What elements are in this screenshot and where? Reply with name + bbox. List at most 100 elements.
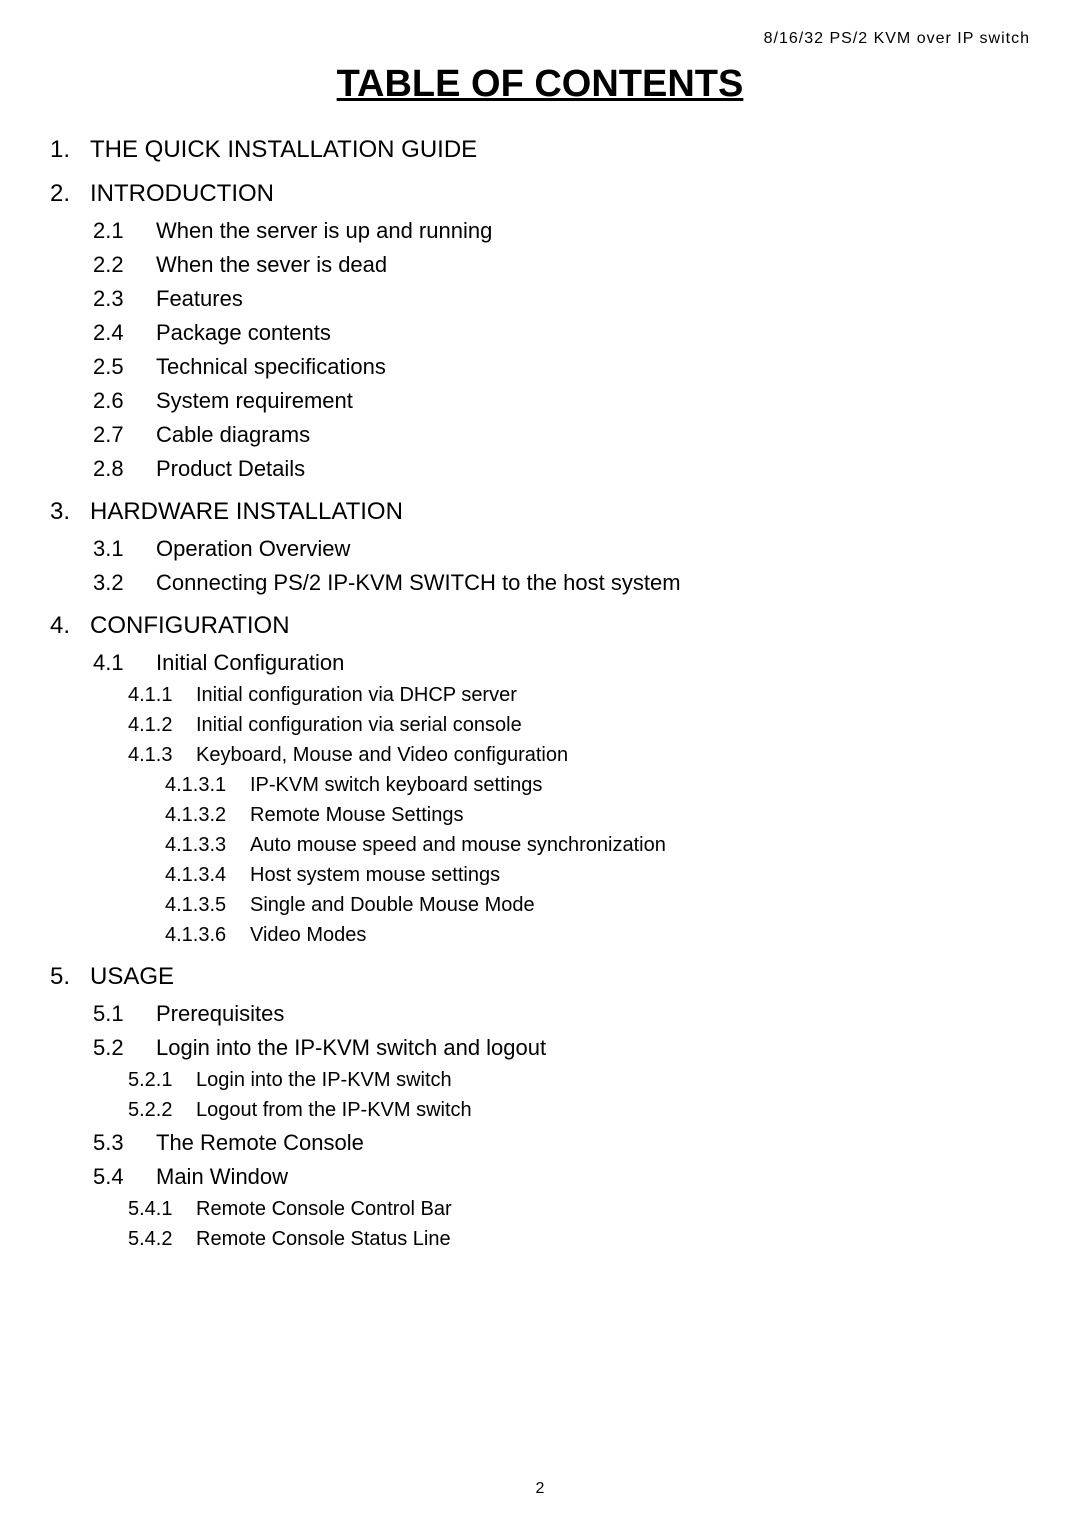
- toc-entry-number: 2.4: [93, 320, 156, 346]
- toc-entry: 2.5Technical specifications: [93, 354, 1030, 380]
- toc-entry-number: 4.1.3.5: [165, 894, 250, 917]
- toc-entry-number: 3.1: [93, 536, 156, 562]
- toc-entry: 3.HARDWARE INSTALLATION: [50, 498, 1030, 526]
- toc-entry-number: 4.1.3.6: [165, 924, 250, 947]
- toc-entry: 1.THE QUICK INSTALLATION GUIDE: [50, 136, 1030, 164]
- toc-entry-text: THE QUICK INSTALLATION GUIDE: [90, 136, 477, 164]
- toc-entry-text: Auto mouse speed and mouse synchronizati…: [250, 834, 666, 857]
- toc-entry-number: 2.: [50, 180, 90, 208]
- toc-entry-text: CONFIGURATION: [90, 612, 290, 640]
- toc-entry: 4.1.3Keyboard, Mouse and Video configura…: [128, 744, 1030, 767]
- toc-entry-text: Technical specifications: [156, 354, 386, 380]
- toc-entry: 2.INTRODUCTION: [50, 180, 1030, 208]
- toc-entry: 2.2When the sever is dead: [93, 252, 1030, 278]
- toc-entry-number: 4.1.3.3: [165, 834, 250, 857]
- toc-entry-text: Remote Mouse Settings: [250, 804, 463, 827]
- toc-entry-text: Operation Overview: [156, 536, 350, 562]
- toc-entry-number: 5.4.2: [128, 1228, 196, 1251]
- document-header: 8/16/32 PS/2 KVM over IP switch: [50, 30, 1030, 48]
- toc-entry-text: INTRODUCTION: [90, 180, 274, 208]
- toc-entry-number: 4.1.3.4: [165, 864, 250, 887]
- toc-entry: 3.1Operation Overview: [93, 536, 1030, 562]
- toc-entry-text: Login into the IP-KVM switch: [196, 1069, 452, 1092]
- toc-entry: 5.4Main Window: [93, 1164, 1030, 1190]
- toc-entry: 5.3The Remote Console: [93, 1130, 1030, 1156]
- toc-entry-text: Initial configuration via DHCP server: [196, 684, 517, 707]
- toc-entry-number: 2.7: [93, 422, 156, 448]
- toc-entry-number: 2.8: [93, 456, 156, 482]
- toc-entry: 2.1When the server is up and running: [93, 218, 1030, 244]
- toc-entry-number: 2.6: [93, 388, 156, 414]
- toc-entry-text: Connecting PS/2 IP-KVM SWITCH to the hos…: [156, 570, 681, 596]
- page-title: TABLE OF CONTENTS: [50, 63, 1030, 106]
- toc-entry: 5.USAGE: [50, 963, 1030, 991]
- toc-entry-text: Initial configuration via serial console: [196, 714, 522, 737]
- toc-entry-number: 4.1.3: [128, 744, 196, 767]
- toc-entry-text: Prerequisites: [156, 1001, 284, 1027]
- toc-entry-number: 2.3: [93, 286, 156, 312]
- toc-entry-number: 4.1.3.1: [165, 774, 250, 797]
- toc-container: 1.THE QUICK INSTALLATION GUIDE2.INTRODUC…: [50, 136, 1030, 1251]
- toc-entry-number: 3.: [50, 498, 90, 526]
- toc-entry-text: Product Details: [156, 456, 305, 482]
- toc-entry-number: 4.1.1: [128, 684, 196, 707]
- toc-entry: 5.2.2Logout from the IP-KVM switch: [128, 1099, 1030, 1122]
- page-number: 2: [0, 1480, 1080, 1498]
- toc-entry: 2.4Package contents: [93, 320, 1030, 346]
- toc-entry-text: HARDWARE INSTALLATION: [90, 498, 403, 526]
- toc-entry: 4.1.3.6Video Modes: [165, 924, 1030, 947]
- toc-entry-number: 5.2: [93, 1035, 156, 1061]
- toc-entry-number: 4.1.3.2: [165, 804, 250, 827]
- toc-entry-number: 4.1.2: [128, 714, 196, 737]
- toc-entry-number: 3.2: [93, 570, 156, 596]
- toc-entry: 5.2Login into the IP-KVM switch and logo…: [93, 1035, 1030, 1061]
- toc-entry: 4.CONFIGURATION: [50, 612, 1030, 640]
- toc-entry-number: 5.2.2: [128, 1099, 196, 1122]
- toc-entry-text: Host system mouse settings: [250, 864, 500, 887]
- toc-entry-text: When the server is up and running: [156, 218, 492, 244]
- toc-entry-number: 5.4.1: [128, 1198, 196, 1221]
- toc-entry-number: 5.3: [93, 1130, 156, 1156]
- toc-entry: 5.4.2Remote Console Status Line: [128, 1228, 1030, 1251]
- toc-entry: 4.1.3.4Host system mouse settings: [165, 864, 1030, 887]
- toc-entry-text: Cable diagrams: [156, 422, 310, 448]
- toc-entry-text: System requirement: [156, 388, 353, 414]
- toc-entry: 4.1.3.2Remote Mouse Settings: [165, 804, 1030, 827]
- toc-entry-number: 4.1: [93, 650, 156, 676]
- toc-entry-number: 1.: [50, 136, 90, 164]
- toc-entry-text: Keyboard, Mouse and Video configuration: [196, 744, 568, 767]
- toc-entry: 4.1.3.3Auto mouse speed and mouse synchr…: [165, 834, 1030, 857]
- toc-entry: 4.1Initial Configuration: [93, 650, 1030, 676]
- toc-entry-text: When the sever is dead: [156, 252, 387, 278]
- toc-entry: 4.1.3.1IP-KVM switch keyboard settings: [165, 774, 1030, 797]
- toc-entry: 4.1.2Initial configuration via serial co…: [128, 714, 1030, 737]
- toc-entry-number: 5.: [50, 963, 90, 991]
- toc-entry: 2.7Cable diagrams: [93, 422, 1030, 448]
- toc-entry-text: Logout from the IP-KVM switch: [196, 1099, 472, 1122]
- toc-entry-text: Main Window: [156, 1164, 288, 1190]
- toc-entry: 2.8Product Details: [93, 456, 1030, 482]
- toc-entry-number: 5.1: [93, 1001, 156, 1027]
- toc-entry: 5.1Prerequisites: [93, 1001, 1030, 1027]
- toc-entry-number: 5.4: [93, 1164, 156, 1190]
- toc-entry-text: USAGE: [90, 963, 174, 991]
- toc-entry-text: The Remote Console: [156, 1130, 364, 1156]
- toc-entry-number: 4.: [50, 612, 90, 640]
- toc-entry-number: 2.5: [93, 354, 156, 380]
- toc-entry-number: 5.2.1: [128, 1069, 196, 1092]
- toc-entry-text: Package contents: [156, 320, 331, 346]
- toc-entry: 4.1.1Initial configuration via DHCP serv…: [128, 684, 1030, 707]
- toc-entry: 4.1.3.5Single and Double Mouse Mode: [165, 894, 1030, 917]
- toc-entry: 2.3Features: [93, 286, 1030, 312]
- toc-entry-text: Video Modes: [250, 924, 366, 947]
- toc-entry: 5.4.1Remote Console Control Bar: [128, 1198, 1030, 1221]
- toc-entry-text: IP-KVM switch keyboard settings: [250, 774, 542, 797]
- toc-entry-text: Single and Double Mouse Mode: [250, 894, 535, 917]
- toc-entry-text: Remote Console Status Line: [196, 1228, 451, 1251]
- toc-entry-text: Features: [156, 286, 243, 312]
- toc-entry-text: Login into the IP-KVM switch and logout: [156, 1035, 546, 1061]
- toc-entry-text: Remote Console Control Bar: [196, 1198, 452, 1221]
- toc-entry: 5.2.1Login into the IP-KVM switch: [128, 1069, 1030, 1092]
- toc-entry-number: 2.1: [93, 218, 156, 244]
- toc-entry: 3.2Connecting PS/2 IP-KVM SWITCH to the …: [93, 570, 1030, 596]
